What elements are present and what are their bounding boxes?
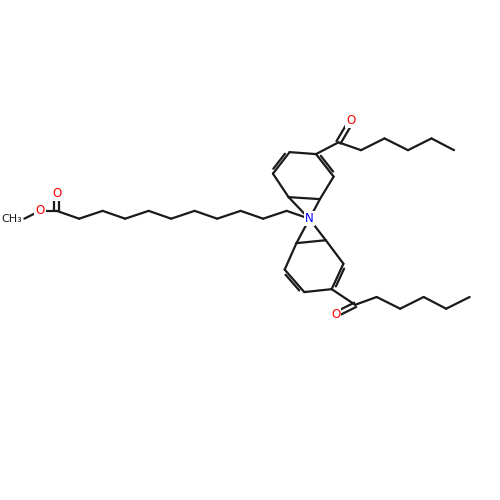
Text: O: O xyxy=(346,114,356,128)
Text: O: O xyxy=(52,186,62,200)
Text: CH₃: CH₃ xyxy=(1,214,22,224)
Text: O: O xyxy=(331,308,340,321)
Text: O: O xyxy=(36,204,44,218)
Text: N: N xyxy=(305,212,314,225)
